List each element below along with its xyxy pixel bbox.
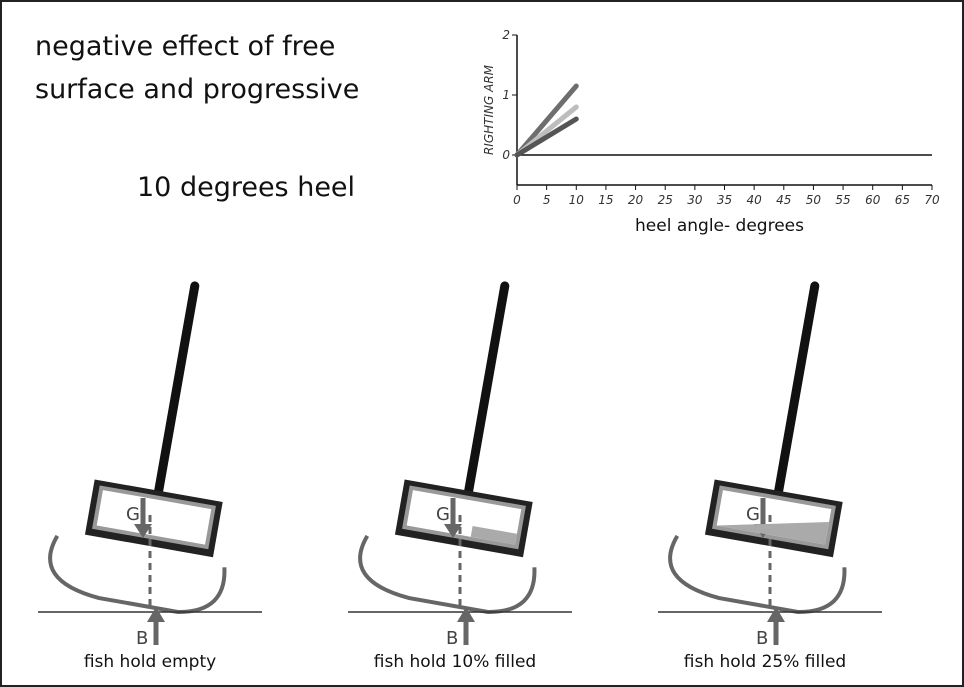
- x-tick-label: 20: [628, 193, 644, 207]
- y-tick-label: 1: [502, 88, 510, 102]
- b-label: B: [136, 628, 148, 649]
- b-label: B: [446, 628, 458, 649]
- y-tick-label: 0: [502, 148, 510, 162]
- x-tick-label: 70: [924, 193, 940, 207]
- g-label: G: [436, 504, 450, 525]
- x-tick-label: 0: [513, 193, 521, 207]
- x-tick-label: 65: [895, 193, 910, 207]
- x-tick-label: 5: [543, 193, 551, 207]
- b-label: B: [756, 628, 768, 649]
- x-tick-label: 30: [687, 193, 703, 207]
- title-line: surface and progressive: [35, 74, 359, 105]
- x-tick-label: 40: [747, 193, 763, 207]
- x-tick-label: 60: [865, 193, 881, 207]
- subtitle: 10 degrees heel: [137, 172, 355, 203]
- y-tick-label: 2: [502, 28, 510, 42]
- g-label: G: [126, 504, 140, 525]
- x-tick-label: 55: [835, 193, 850, 207]
- caption: fish hold empty: [84, 652, 216, 672]
- title-line: negative effect of free: [35, 31, 335, 62]
- x-tick-label: 15: [598, 193, 613, 207]
- caption: fish hold 25% filled: [684, 652, 846, 672]
- g-label: G: [746, 504, 760, 525]
- x-tick-label: 10: [569, 193, 585, 207]
- boat: G B fish hold empty: [38, 269, 273, 672]
- boat: G B fish hold 25% filled: [658, 269, 893, 672]
- caption: fish hold 10% filled: [374, 652, 536, 672]
- y-axis-label: RIGHTING ARM: [482, 64, 496, 155]
- x-axis-label: heel angle- degrees: [635, 216, 804, 236]
- series-line: [514, 83, 579, 158]
- series-line: [514, 116, 579, 158]
- x-tick-label: 45: [776, 193, 791, 207]
- x-tick-label: 50: [806, 193, 822, 207]
- x-tick-label: 25: [658, 193, 673, 207]
- boat: G B fish hold 10% filled: [348, 269, 583, 672]
- x-tick-label: 35: [717, 193, 732, 207]
